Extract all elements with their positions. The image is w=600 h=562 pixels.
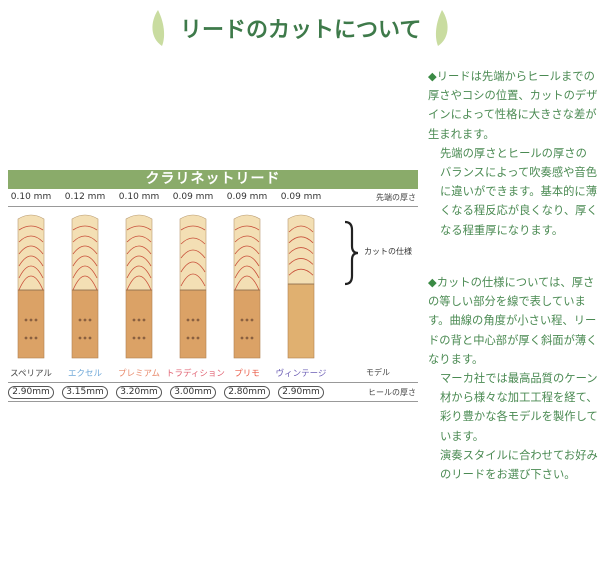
brace-icon xyxy=(344,220,359,286)
divider xyxy=(8,382,418,383)
description-paragraph-2: ◆カットの仕様については、厚さの等しい部分を線で表しています。曲線の角度が小さい… xyxy=(428,273,598,484)
divider xyxy=(8,401,418,402)
reed-illustrations xyxy=(17,214,315,359)
tip-thickness-value: 0.09 mm xyxy=(280,192,322,202)
table-header: クラリネットリード xyxy=(8,170,418,189)
tip-thickness-value: 0.09 mm xyxy=(172,192,214,202)
paragraph-text: カットの仕様については、厚さの等しい部分を線で表しています。曲線の角度が小さい程… xyxy=(428,276,598,366)
heel-thickness-pill: 3.15mm xyxy=(62,386,108,399)
paragraph-text: リードは先端からヒールまでの厚さやコシの位置、カットのデザインによって性格に大き… xyxy=(428,70,598,141)
diamond-bullet-icon: ◆ xyxy=(428,276,437,289)
heel-thickness-pill: 3.20mm xyxy=(116,386,162,399)
tip-thickness-label: 先端の厚さ xyxy=(376,193,416,202)
heel-thickness-pill: 2.80mm xyxy=(224,386,270,399)
model-name: トラディション xyxy=(166,369,225,379)
heel-thickness-pill: 3.00mm xyxy=(170,386,216,399)
tip-thickness-value: 0.10 mm xyxy=(10,192,52,202)
reed-2 xyxy=(71,214,99,359)
model-name: プレミアム xyxy=(118,369,160,379)
page-title: リードのカットについて xyxy=(180,18,422,43)
heel-thickness-pill: 2.90mm xyxy=(8,386,54,399)
reed-6 xyxy=(287,214,315,359)
divider xyxy=(8,206,418,207)
tip-thickness-row: 先端の厚さ 0.10 mm 0.12 mm 0.10 mm 0.09 mm 0.09 m… xyxy=(8,192,418,204)
heel-thickness-value: 3.00mm xyxy=(166,386,220,399)
model-row: モデル スペリアル エクセル プレミアム トラディション プリモ ヴィンテージ xyxy=(8,367,418,379)
leaf-ornament-left-icon xyxy=(152,10,165,46)
tip-thickness-value: 0.12 mm xyxy=(64,192,106,202)
heel-thickness-row: ヒールの厚さ 2.90mm 3.15mm 3.20mm 3.00mm 2.80mm 2.9… xyxy=(8,385,418,399)
heel-thickness-pill: 2.90mm xyxy=(278,386,324,399)
heel-thickness-value: 3.15mm xyxy=(58,386,112,399)
reed-3 xyxy=(125,214,153,359)
diamond-bullet-icon: ◆ xyxy=(428,70,437,83)
model-name: プリモ xyxy=(234,369,260,379)
heel-thickness-label: ヒールの厚さ xyxy=(368,388,416,397)
reed-4 xyxy=(179,214,207,359)
cut-spec-label: カットの仕様 xyxy=(364,247,412,256)
reed-1 xyxy=(17,214,45,359)
leaf-ornament-right-icon xyxy=(435,10,448,46)
heel-thickness-value: 2.80mm xyxy=(220,386,274,399)
paragraph-text: 先端の厚さとヒールの厚さのバランスによって吹奏感や音色に違いができます。基本的に… xyxy=(440,146,598,237)
paragraph-text: マーカ社では最高品質のケーン材から様々な加工工程を経て、彩り豊かな各モデルを製作… xyxy=(440,372,598,443)
model-name: エクセル xyxy=(67,369,102,379)
paragraph-text: 演奏スタイルに合わせてお好みのリードをお選び下さい。 xyxy=(440,448,598,482)
reed-5 xyxy=(233,214,261,359)
model-label: モデル xyxy=(366,368,390,377)
heel-thickness-value: 2.90mm xyxy=(4,386,58,399)
heel-thickness-value: 2.90mm xyxy=(274,386,328,399)
tip-thickness-value: 0.10 mm xyxy=(118,192,160,202)
tip-thickness-value: 0.09 mm xyxy=(226,192,268,202)
heel-thickness-value: 3.20mm xyxy=(112,386,166,399)
model-name: ヴィンテージ xyxy=(275,369,327,379)
model-name: スペリアル xyxy=(10,369,52,379)
description-paragraph-1: ◆リードは先端からヒールまでの厚さやコシの位置、カットのデザインによって性格に大… xyxy=(428,67,598,240)
